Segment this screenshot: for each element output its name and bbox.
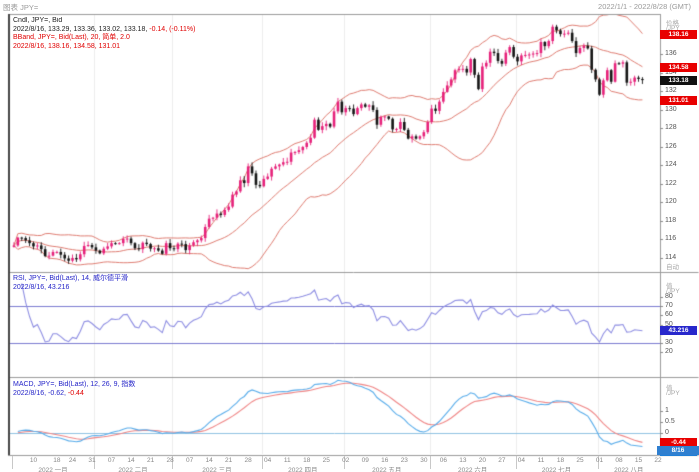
day-tick-label: 28 (244, 457, 252, 464)
month-label: 2022 一月 (38, 467, 68, 472)
rsi-value: 2022/8/16, 43.216 (13, 283, 70, 291)
bband-upper-badge: 138.16 (660, 29, 697, 39)
month-boundary-tick (172, 456, 173, 469)
day-tick-label: 06 (439, 457, 447, 464)
rsi-y-tick-label: 60 (665, 311, 673, 319)
bband-mid-badge: 134.58 (660, 62, 697, 72)
main-y-tick-label: 124 (665, 161, 677, 168)
month-label: 2022 五月 (372, 467, 402, 472)
month-boundary-tick (94, 456, 95, 469)
month-boundary-tick (344, 456, 345, 469)
macd-y-tick-label: 1 (665, 407, 669, 414)
day-tick-label: 07 (107, 457, 116, 464)
main-y-tick-label: 118 (665, 216, 677, 224)
day-tick-label: 25 (576, 457, 584, 464)
day-tick-label: 04 (517, 457, 526, 464)
day-tick-label: 23 (400, 457, 408, 464)
macd-y-tick-label: 0 (665, 429, 669, 436)
day-tick-label: 15 (634, 457, 643, 464)
main-axis-unit: /JPY (666, 25, 680, 32)
main-axis-title: 价格 (666, 20, 679, 27)
month-label: 2022 六月 (457, 467, 488, 472)
month-label: 2022 四月 (288, 467, 318, 472)
rsi-y-tick-label: 30 (665, 339, 673, 346)
macd-value: 2022/8/16, -0.62, (13, 389, 66, 397)
day-tick-label: 18 (556, 457, 565, 464)
rsi-axis-title: 值 (666, 283, 673, 290)
day-tick-label: 20 (478, 457, 486, 464)
rsi-y-tick-label: 70 (665, 302, 673, 309)
day-tick-label: 09 (361, 457, 369, 464)
bband-values: 2022/8/16, 138.16, 134.58, 131.01 (13, 42, 121, 50)
main-y-tick-label: 136 (665, 50, 677, 57)
main-y-tick-label: 122 (665, 179, 677, 187)
day-tick-label: 21 (146, 457, 155, 464)
main-y-tick-label: 128 (665, 124, 677, 131)
day-tick-label: 14 (205, 457, 213, 464)
day-tick-label: 22 (654, 457, 662, 464)
day-tick-label: 18 (53, 457, 61, 464)
candle-ohlc-values: 2022/8/16, 133.29, 133.36, 133.02, 133.1… (13, 25, 148, 33)
main-y-tick-label: 120 (665, 198, 677, 205)
day-tick-label: 07 (185, 457, 194, 464)
last-date-badge: 8/16 (657, 446, 699, 455)
macd-signal-value: -0.44 (65, 389, 84, 397)
main-y-tick-label: 116 (665, 235, 677, 242)
macd-y-tick-label: 0.5 (665, 418, 675, 425)
month-label: 2022 二月 (118, 467, 148, 472)
month-label: 2022 八月 (614, 467, 644, 472)
rsi-legend: RSI, JPY=, Bid(Last), 14, 威尔德平滑 2022/8/1… (13, 275, 128, 292)
last-price-badge: 133.18 (660, 75, 697, 85)
month-label: 2022 七月 (541, 467, 572, 472)
rsi-y-tick-label: 50 (665, 320, 673, 328)
main-chart-legend: Cndl, JPY=, Bid 2022/8/16, 133.29, 133.3… (13, 17, 195, 51)
main-y-tick-label: 126 (665, 142, 677, 150)
day-tick-label: 16 (381, 457, 389, 464)
main-y-tick-label: 130 (665, 105, 677, 113)
month-boundary-tick (430, 456, 431, 469)
day-tick-label: 11 (283, 457, 291, 464)
month-boundary-tick (262, 456, 263, 469)
day-tick-label: 18 (303, 457, 311, 464)
month-boundary-tick (516, 456, 517, 469)
day-tick-label: 25 (322, 457, 330, 464)
day-tick-label: 14 (127, 457, 135, 464)
day-tick-label: 24 (68, 457, 77, 464)
day-tick-label: 27 (498, 457, 506, 464)
bband-lower-badge: 131.01 (660, 95, 697, 105)
candle-net-change: -0.14, (-0.11%) (147, 25, 196, 33)
day-tick-label: 21 (225, 457, 233, 464)
day-tick-label: 08 (615, 457, 623, 464)
day-tick-label: 30 (420, 457, 428, 464)
day-tick-label: 01 (595, 457, 604, 464)
bband-series-label: BBand, JPY=, Bid(Last), 20, 简单, 2.0 (13, 34, 130, 41)
macd-legend: MACD, JPY=, Bid(Last), 12, 26, 9, 指数 202… (13, 381, 135, 398)
month-boundary-tick (12, 456, 13, 469)
month-label: 2022 三月 (202, 467, 232, 472)
main-y-tick-label: 134 (665, 68, 677, 76)
macd-axis-title: 值 (666, 385, 673, 392)
macd-series-label: MACD, JPY=, Bid(Last), 12, 26, 9, 指数 (13, 381, 136, 388)
rsi-y-tick-label: 80 (665, 292, 673, 300)
month-boundary-tick (598, 456, 599, 469)
day-tick-label: 10 (29, 457, 38, 464)
day-tick-label: 02 (342, 457, 350, 464)
day-tick-label: 28 (166, 457, 174, 464)
rsi-axis-unit: /JPY (666, 288, 680, 295)
day-tick-label: 13 (459, 457, 467, 464)
main-y-tick-label: 132 (665, 87, 677, 94)
macd-axis-unit: /JPY (666, 390, 680, 397)
rsi-value-badge: 43.216 (660, 326, 697, 336)
day-tick-label: 04 (264, 457, 272, 464)
macd-signal-badge: -0.44 (660, 437, 697, 447)
candle-series-label: Cndl, JPY=, Bid (13, 17, 63, 24)
rsi-y-tick-label: 20 (665, 348, 673, 356)
main-y-tick-label: 114 (665, 253, 677, 261)
day-tick-label: 31 (88, 457, 96, 464)
main-axis-auto-label[interactable]: 自动 (666, 264, 679, 271)
rsi-series-label: RSI, JPY=, Bid(Last), 14, 威尔德平滑 (13, 275, 128, 282)
day-tick-label: 11 (537, 457, 545, 464)
